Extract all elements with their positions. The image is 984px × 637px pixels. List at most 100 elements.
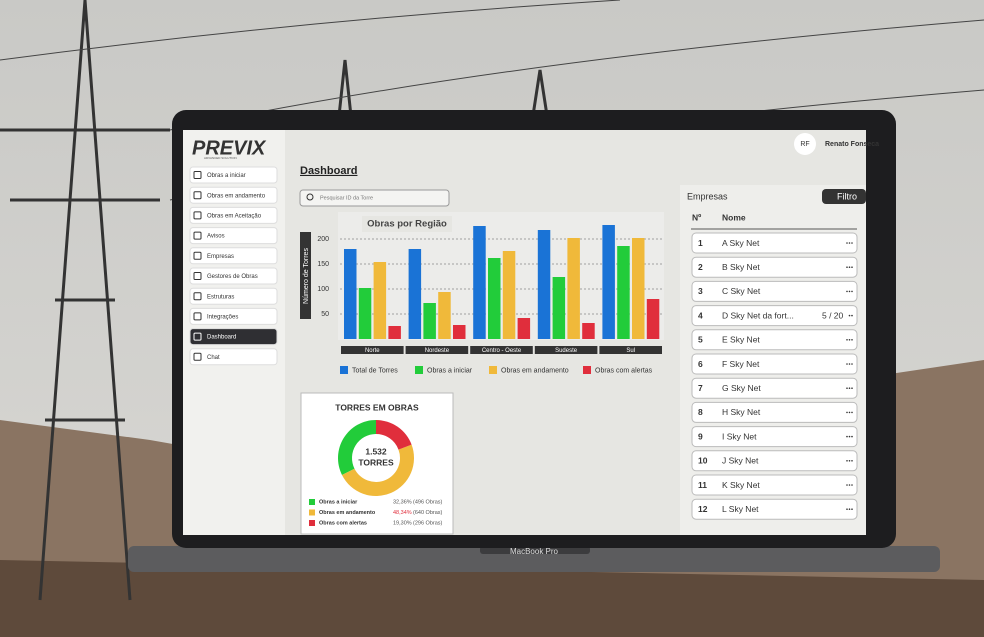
company-number: 11 — [698, 480, 707, 490]
menu-dot[interactable] — [851, 484, 853, 486]
nav-icon — [193, 332, 202, 341]
donut-segment — [376, 420, 412, 450]
menu-dot[interactable] — [848, 314, 851, 317]
company-row[interactable] — [691, 256, 858, 278]
nav-item[interactable] — [189, 348, 278, 366]
menu-dot[interactable] — [851, 411, 853, 414]
nav-icon — [193, 272, 202, 280]
menu-dot[interactable] — [846, 290, 848, 293]
company-number: 2 — [698, 262, 703, 272]
menu-dot[interactable] — [851, 508, 853, 511]
nav-item[interactable] — [189, 166, 278, 184]
menu-dot[interactable] — [851, 242, 853, 244]
bar — [388, 326, 401, 339]
bar — [602, 225, 615, 339]
menu-dot[interactable] — [851, 435, 853, 438]
menu-dot[interactable] — [848, 339, 851, 341]
menu-dot[interactable] — [851, 314, 853, 317]
company-row[interactable] — [691, 450, 858, 472]
y-tick-label: 100 — [317, 286, 329, 293]
bar — [344, 249, 357, 339]
company-row[interactable] — [691, 377, 858, 399]
company-row[interactable] — [691, 401, 858, 423]
company-number: 8 — [698, 407, 703, 417]
nav-item[interactable] — [189, 186, 278, 204]
menu-dot[interactable] — [848, 266, 851, 269]
nav-item[interactable] — [189, 206, 278, 224]
bar — [488, 258, 501, 339]
nav-item[interactable] — [189, 328, 278, 346]
bar — [453, 325, 466, 339]
nav-item[interactable] — [189, 287, 278, 305]
donut-title: TORRES EM OBRAS — [335, 402, 419, 412]
menu-dot[interactable] — [851, 363, 853, 365]
menu-dot[interactable] — [851, 266, 853, 269]
nav-item[interactable] — [189, 267, 278, 285]
menu-dot[interactable] — [846, 339, 848, 341]
menu-dot[interactable] — [846, 435, 848, 438]
nav-label: Integrações — [207, 314, 238, 320]
nav-item[interactable] — [189, 227, 278, 245]
nav-label: Estruturas — [207, 294, 234, 300]
nav-item[interactable] — [189, 307, 278, 325]
menu-dot[interactable] — [846, 508, 848, 511]
company-name: L Sky Net — [722, 504, 759, 514]
company-row[interactable] — [691, 305, 858, 327]
company-row[interactable] — [691, 426, 858, 448]
filter-button[interactable] — [822, 189, 866, 204]
nav-icon — [193, 231, 202, 240]
menu-dot[interactable] — [851, 387, 853, 390]
menu-dot[interactable] — [846, 242, 848, 244]
search-box[interactable] — [299, 189, 450, 207]
x-tick-label: Sul — [626, 348, 635, 354]
nav-item[interactable] — [189, 247, 278, 265]
company-row[interactable] — [691, 474, 858, 496]
menu-dot[interactable] — [848, 411, 851, 414]
legend-label: Obras em andamento — [501, 367, 569, 374]
x-tick-label: Centro - Oeste — [482, 348, 522, 354]
menu-dot[interactable] — [848, 484, 851, 486]
legend-swatch — [309, 509, 315, 516]
menu-dot[interactable] — [846, 484, 848, 486]
company-row[interactable] — [691, 232, 858, 254]
chart-title: Obras por Região — [367, 219, 447, 230]
company-row[interactable] — [691, 280, 858, 302]
companies-title: Empresas — [687, 191, 728, 201]
bar — [502, 251, 516, 339]
menu-dot[interactable] — [848, 290, 851, 293]
legend-label: Total de Torres — [352, 367, 398, 374]
company-row[interactable] — [691, 498, 858, 520]
menu-dot[interactable] — [848, 387, 851, 390]
menu-dot[interactable] — [851, 460, 853, 462]
donut-legend-label: Obras a iniciar — [319, 499, 358, 505]
y-tick-label: 150 — [317, 261, 329, 268]
company-number: 6 — [698, 359, 703, 369]
nav-label: Obras a iniciar — [207, 173, 246, 179]
menu-dot[interactable] — [846, 363, 848, 365]
menu-dot[interactable] — [846, 266, 848, 269]
donut-percent: 19,30% — [393, 520, 412, 526]
company-number: 5 — [698, 335, 703, 345]
company-row[interactable] — [691, 329, 858, 351]
menu-dot[interactable] — [848, 363, 851, 365]
category-box — [534, 346, 598, 354]
menu-dot[interactable] — [846, 387, 848, 390]
menu-dot[interactable] — [851, 290, 853, 293]
menu-dot[interactable] — [846, 411, 848, 414]
legend-swatch — [415, 366, 423, 374]
laptop-label: MacBook Pro — [510, 547, 559, 556]
company-row[interactable] — [691, 353, 858, 375]
menu-dot[interactable] — [848, 508, 851, 511]
donut-legend-label: Obras em andamento — [319, 510, 376, 516]
company-name: G Sky Net — [722, 383, 761, 393]
company-name: F Sky Net — [722, 359, 760, 369]
company-name: D Sky Net da fort... — [722, 310, 794, 320]
bar — [552, 277, 566, 339]
menu-dot[interactable] — [848, 435, 851, 438]
menu-dot[interactable] — [846, 460, 848, 462]
company-name: A Sky Net — [722, 238, 760, 248]
menu-dot[interactable] — [848, 242, 851, 244]
avatar[interactable] — [794, 133, 816, 155]
menu-dot[interactable] — [851, 339, 853, 341]
menu-dot[interactable] — [848, 460, 851, 462]
